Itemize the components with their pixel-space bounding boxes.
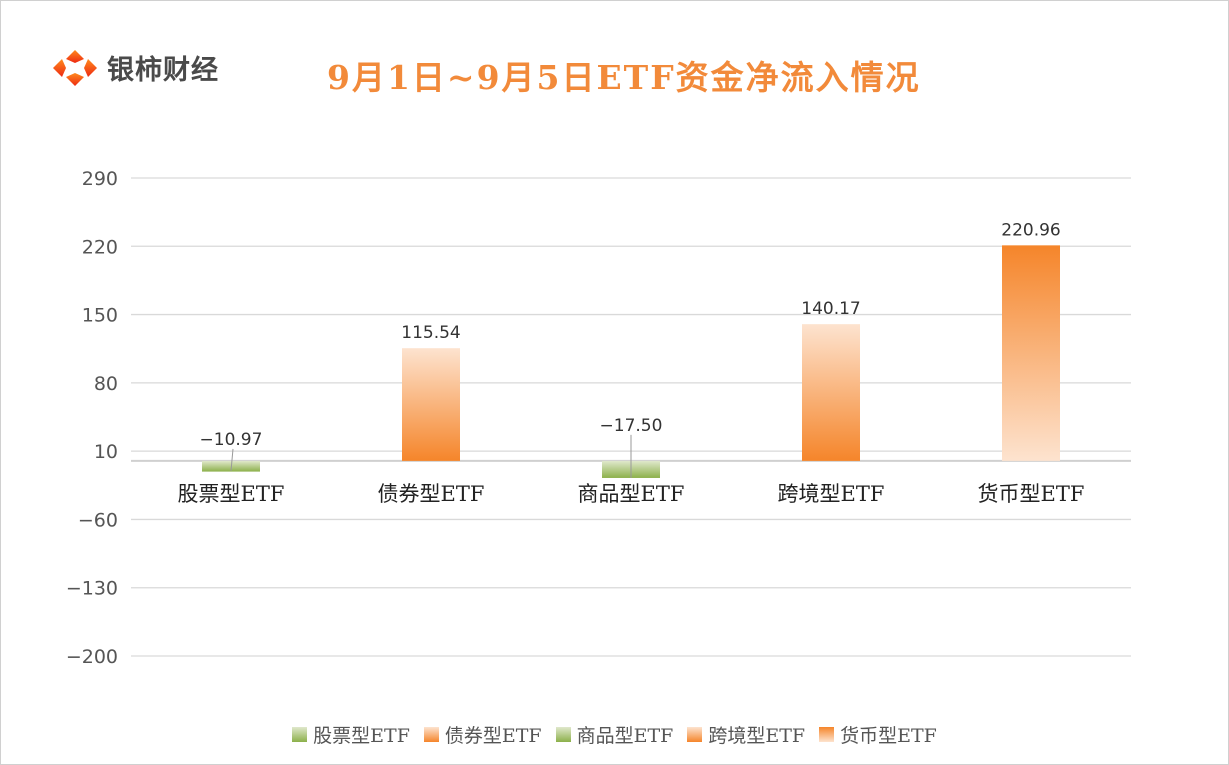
data-label: −17.50 — [600, 416, 663, 436]
legend-label: 商品型ETF — [576, 725, 674, 747]
data-label: −10.97 — [200, 430, 263, 450]
legend-label: 货币型ETF — [840, 725, 937, 747]
y-tick-label: −130 — [66, 578, 118, 600]
legend-item[interactable]: 跨境型ETF — [687, 721, 805, 748]
legend-swatch — [819, 727, 835, 742]
brand-name: 银柿财经 — [107, 55, 219, 86]
chart-title: 9月1日~9月5日ETF资金净流入情况 — [327, 58, 921, 97]
data-label: 220.96 — [1001, 220, 1060, 240]
legend-swatch — [555, 727, 571, 742]
y-tick-label: 150 — [82, 305, 118, 327]
legend-swatch — [292, 727, 308, 742]
legend-label: 跨境型ETF — [708, 725, 806, 747]
y-tick-label: 80 — [94, 373, 118, 395]
legend-item[interactable]: 货币型ETF — [819, 721, 937, 748]
legend-swatch — [687, 727, 703, 742]
x-category-label: 债券型ETF — [378, 482, 485, 506]
legend-label: 债券型ETF — [444, 725, 542, 747]
legend-item[interactable]: 商品型ETF — [555, 721, 674, 748]
legend-label: 股票型ETF — [313, 725, 410, 747]
y-tick-label: −60 — [78, 509, 118, 531]
y-tick-label: 220 — [82, 236, 118, 258]
legend-item[interactable]: 债券型ETF — [423, 721, 542, 748]
legend-item[interactable]: 股票型ETF — [292, 721, 410, 748]
y-tick-label: −200 — [66, 646, 118, 668]
label-leader — [230, 448, 234, 471]
bar — [802, 324, 860, 461]
x-category-label: 商品型ETF — [578, 482, 685, 506]
x-category-label: 货币型ETF — [978, 482, 1085, 506]
legend: 股票型ETF 债券型ETF 商品型ETF 跨境型ETF 货币型ETF — [1, 721, 1228, 748]
x-category-label: 股票型ETF — [178, 482, 285, 506]
bar — [1002, 245, 1060, 461]
legend-swatch — [423, 727, 439, 742]
y-tick-label: 10 — [94, 441, 118, 463]
y-tick-label: 290 — [82, 168, 118, 190]
brand-logo: 银柿财经 — [53, 48, 219, 87]
data-label: 115.54 — [401, 323, 460, 343]
bar — [402, 348, 460, 461]
diamond-logo-icon — [53, 49, 97, 86]
x-category-label: 跨境型ETF — [778, 482, 885, 506]
data-label: 140.17 — [801, 299, 860, 319]
